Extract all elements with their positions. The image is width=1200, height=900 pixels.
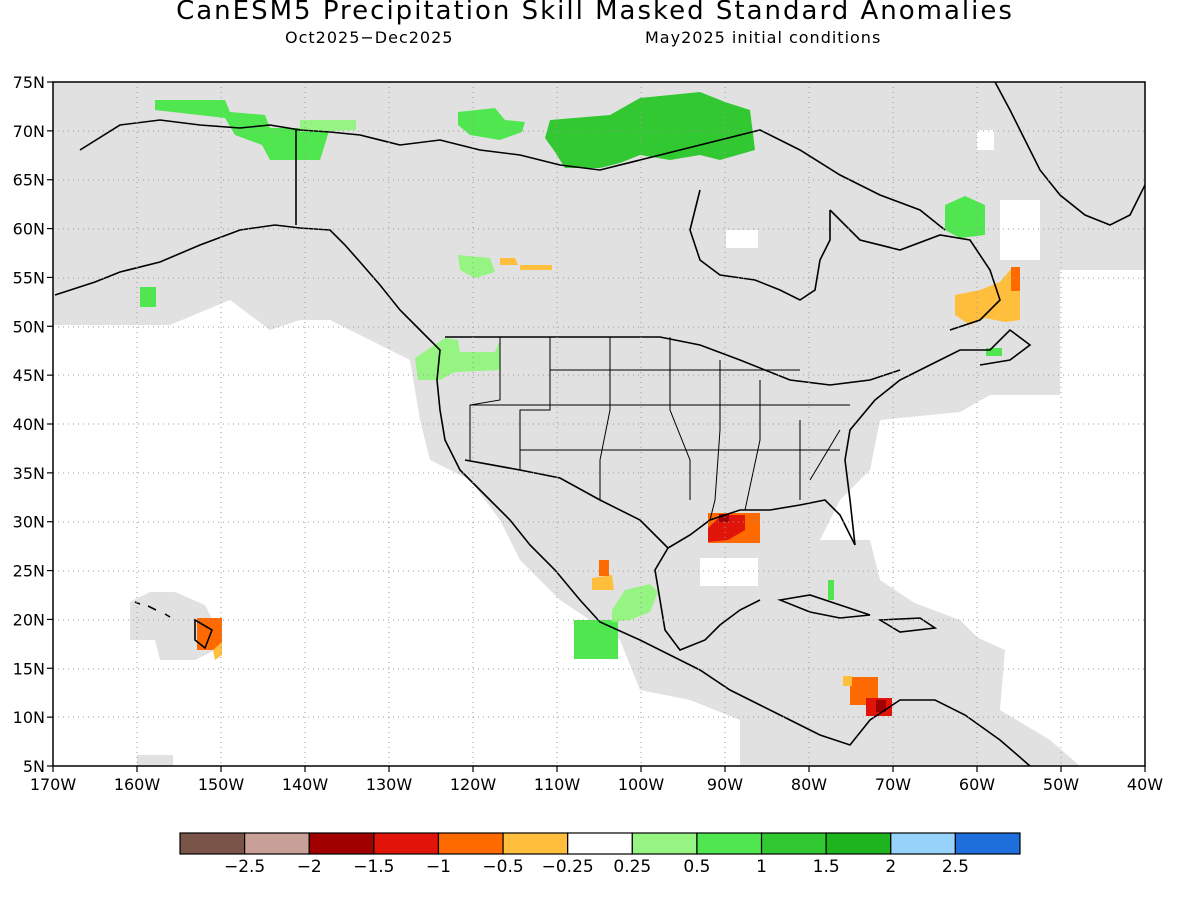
colorbar-label: −2: [297, 857, 322, 877]
forecast-period: Oct2025−Dec2025: [285, 28, 454, 47]
coastline-greenland: [994, 82, 1145, 226]
anomaly-layer: [140, 92, 1020, 716]
anomaly-patch: [520, 265, 552, 270]
cuba: [777, 594, 871, 619]
y-tick-label: 5N: [23, 757, 45, 776]
anomaly-patch: [843, 676, 852, 686]
colorbar: −2.5 −2 −1.5 −1 −0.5 −0.25 0.25 0.5 1 1.5 2 2.5: [179, 832, 1021, 877]
x-tick-label: 150W: [198, 775, 245, 794]
coastline-hudson: [689, 189, 831, 301]
colorbar-bin: [954, 832, 1021, 855]
y-tick-label: 30N: [13, 513, 45, 532]
x-tick-label: 40W: [1127, 775, 1163, 794]
x-tick-label: 170W: [30, 775, 77, 794]
y-tick-label: 10N: [13, 708, 45, 727]
x-tick-label: 80W: [791, 775, 827, 794]
anomaly-patch: [955, 270, 1020, 325]
anomaly-patch: [828, 580, 834, 600]
colorbar-bin: [244, 832, 310, 855]
anomaly-patch: [458, 255, 495, 278]
anomaly-patch: [1011, 267, 1020, 291]
colorbar-label: −0.5: [482, 857, 523, 877]
y-tick-label: 50N: [13, 317, 45, 336]
colorbar-bin: [567, 832, 633, 855]
anomaly-patch: [545, 92, 755, 168]
anomaly-patch: [500, 258, 518, 265]
y-tick-label: 40N: [13, 415, 45, 434]
state-lines: [469, 337, 850, 521]
x-tick-label: 100W: [618, 775, 665, 794]
colorbar-label: 2: [885, 857, 896, 877]
coastline-labrador: [829, 209, 1001, 331]
coastline-arctic: [79, 119, 946, 231]
x-tick-label: 50W: [1043, 775, 1079, 794]
y-tick-label: 25N: [13, 562, 45, 581]
y-tick-label: 60N: [13, 220, 45, 239]
x-tick-label: 60W: [959, 775, 995, 794]
x-tick-label: 70W: [875, 775, 911, 794]
mask-caribbean: [740, 560, 1000, 700]
colorbar-bin: [696, 832, 763, 855]
y-tick-label: 15N: [13, 659, 45, 678]
y-tick-label: 55N: [13, 268, 45, 287]
colorbar-bin: [890, 832, 956, 855]
y-tick-label: 70N: [13, 122, 45, 141]
y-tick-label: 35N: [13, 464, 45, 483]
x-tick-label: 110W: [534, 775, 581, 794]
mask-small-south: [137, 755, 173, 766]
anomaly-patch: [300, 120, 356, 132]
colorbar-label: 1: [756, 857, 767, 877]
anomaly-patch: [574, 620, 618, 659]
colorbar-bin: [631, 832, 698, 855]
x-tick-label: 160W: [114, 775, 161, 794]
initial-conditions: May2025 initial conditions: [645, 28, 882, 47]
colorbar-label: 0.25: [613, 857, 651, 877]
anomaly-patch: [415, 338, 500, 380]
y-tick-label: 65N: [13, 171, 45, 190]
x-tick-label: 130W: [366, 775, 413, 794]
coastline-east: [844, 328, 1032, 546]
anomaly-patch: [876, 700, 886, 712]
colorbar-bin: [502, 832, 569, 855]
colorbar-label: −0.25: [542, 857, 594, 877]
mask-gaps: [700, 130, 1040, 586]
coastline-north-america: [54, 224, 1031, 766]
axis-ticks: 170W 160W 150W 140W 130W 120W 110W 100W 90W 80W 70…: [13, 73, 1164, 794]
colorbar-bin: [179, 832, 246, 855]
anomaly-patch: [592, 575, 614, 590]
y-tick-label: 75N: [13, 73, 45, 92]
anomaly-patch: [155, 100, 330, 160]
anomaly-patch: [458, 108, 525, 140]
colorbar-label: 0.5: [683, 857, 710, 877]
colorbar-bin: [373, 832, 440, 855]
map-title: CanESM5 Precipitation Skill Masked Stand…: [176, 0, 1014, 26]
colorbar-bin: [437, 832, 504, 855]
anomaly-patch: [708, 515, 745, 542]
colorbar-bin: [825, 832, 892, 855]
colorbar-label: 1.5: [813, 857, 840, 877]
colorbar-label: −1: [426, 857, 451, 877]
colorbar-bin: [760, 832, 827, 855]
colorbar-label: −2.5: [224, 857, 265, 877]
y-tick-label: 20N: [13, 610, 45, 629]
anomaly-patch: [719, 514, 729, 522]
anomaly-patch: [599, 560, 609, 576]
anomaly-patch: [213, 642, 222, 660]
us-mexico-border: [464, 459, 669, 549]
x-tick-label: 90W: [707, 775, 743, 794]
anomaly-patch: [612, 584, 658, 622]
colorbar-label: −1.5: [353, 857, 394, 877]
anomaly-patch: [945, 196, 985, 238]
mask-hawaii: [130, 592, 215, 660]
colorbar-label: 2.5: [942, 857, 969, 877]
anomaly-patch: [986, 348, 1002, 356]
y-tick-label: 45N: [13, 366, 45, 385]
x-tick-label: 140W: [282, 775, 329, 794]
grid-lines: [53, 82, 1145, 766]
colorbar-bin: [308, 832, 375, 855]
x-tick-label: 120W: [450, 775, 497, 794]
anomaly-patch: [140, 287, 156, 307]
